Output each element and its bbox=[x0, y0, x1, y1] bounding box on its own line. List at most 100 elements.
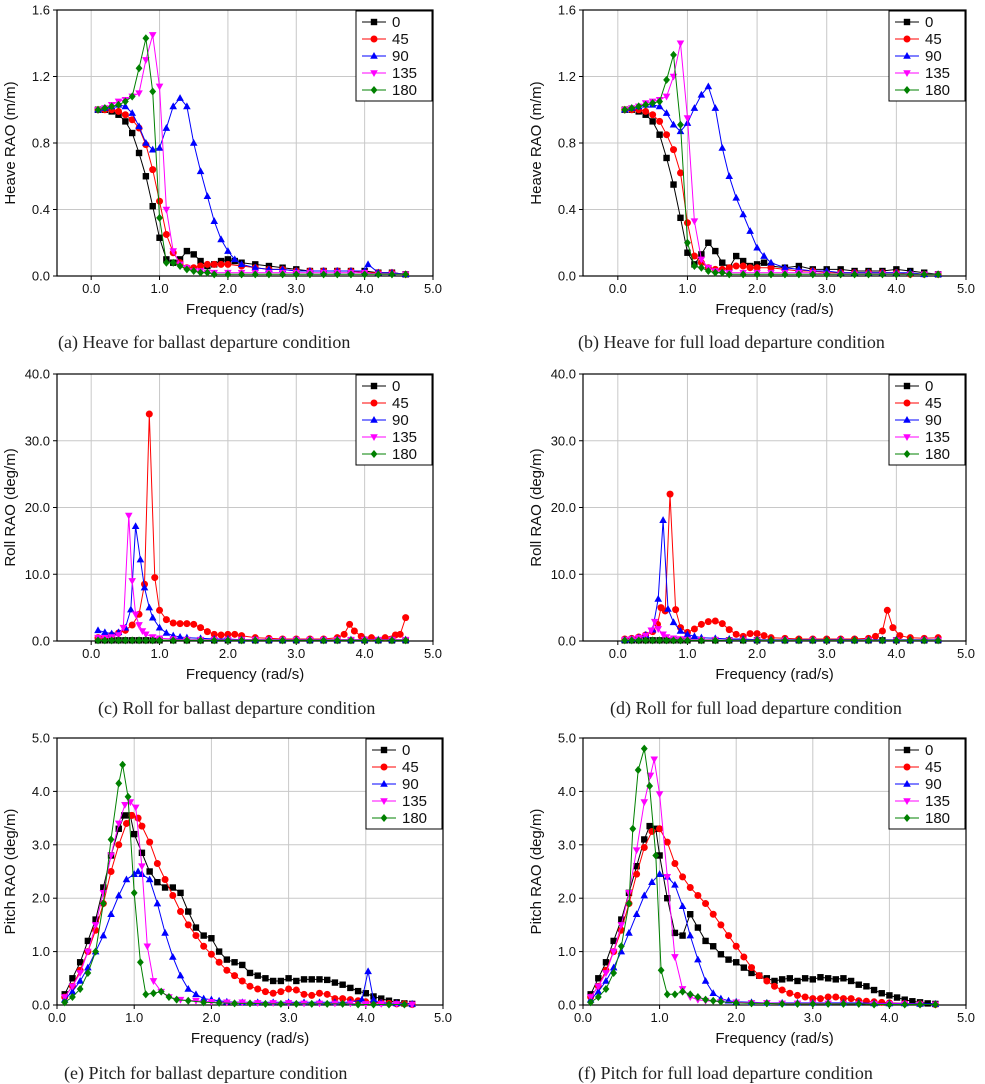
data-point bbox=[333, 636, 341, 645]
y-tick-label: 0.4 bbox=[558, 202, 576, 217]
data-point bbox=[76, 970, 84, 977]
x-tick-label: 2.0 bbox=[748, 281, 766, 296]
data-point bbox=[760, 632, 768, 640]
data-point bbox=[324, 976, 331, 984]
data-point bbox=[739, 210, 747, 218]
data-point bbox=[215, 958, 223, 966]
legend-marker bbox=[370, 416, 378, 423]
data-point bbox=[91, 922, 100, 929]
data-point bbox=[702, 995, 709, 1004]
x-tick-label: 1.0 bbox=[678, 281, 696, 296]
data-point bbox=[84, 948, 92, 956]
data-point bbox=[396, 630, 404, 638]
legend-marker bbox=[903, 814, 911, 822]
data-point bbox=[710, 943, 717, 950]
data-point bbox=[339, 981, 346, 988]
data-point bbox=[203, 260, 211, 268]
series-line bbox=[98, 109, 406, 275]
data-point bbox=[169, 248, 178, 256]
y-tick-label: 0.0 bbox=[558, 998, 576, 1013]
data-point bbox=[778, 999, 786, 1008]
data-point bbox=[837, 270, 845, 279]
data-point bbox=[265, 636, 273, 645]
data-point bbox=[809, 995, 817, 1003]
data-point bbox=[131, 804, 140, 812]
data-point bbox=[402, 614, 410, 622]
x-axis-label: Frequency (rad/s) bbox=[191, 1030, 309, 1047]
data-point bbox=[108, 636, 116, 645]
data-point bbox=[200, 942, 208, 950]
data-point bbox=[300, 976, 308, 983]
data-point bbox=[748, 969, 755, 977]
data-point bbox=[879, 636, 886, 645]
data-point bbox=[901, 1000, 909, 1009]
data-point bbox=[153, 859, 161, 867]
data-point bbox=[906, 636, 914, 645]
data-point bbox=[149, 978, 158, 985]
y-tick-label: 0.0 bbox=[32, 269, 50, 284]
data-point bbox=[794, 999, 801, 1008]
data-point bbox=[704, 267, 712, 276]
data-point bbox=[718, 143, 727, 151]
data-point bbox=[121, 801, 129, 809]
data-point bbox=[358, 995, 366, 1003]
series-line bbox=[64, 764, 405, 1005]
legend-label: 45 bbox=[402, 759, 419, 776]
data-point bbox=[107, 868, 115, 875]
data-point bbox=[664, 604, 672, 612]
data-point bbox=[642, 107, 650, 115]
legend-marker bbox=[380, 746, 388, 754]
data-point bbox=[199, 994, 208, 1002]
legend-label: 180 bbox=[402, 810, 427, 827]
data-point bbox=[684, 238, 691, 247]
y-tick-label: 10.0 bbox=[551, 567, 576, 582]
series-180 bbox=[621, 50, 942, 279]
legend-marker bbox=[903, 18, 911, 26]
y-axis-label: Pitch RAO (deg/m) bbox=[528, 809, 545, 935]
data-point bbox=[269, 989, 277, 997]
data-point bbox=[694, 924, 702, 931]
data-point bbox=[146, 838, 154, 846]
data-point bbox=[124, 792, 132, 801]
y-tick-label: 0.8 bbox=[32, 136, 50, 151]
x-tick-label: 4.0 bbox=[357, 1010, 375, 1025]
series-45 bbox=[621, 106, 942, 278]
data-point bbox=[99, 931, 108, 939]
legend-label: 45 bbox=[925, 759, 942, 776]
data-point bbox=[192, 924, 200, 931]
data-point bbox=[169, 952, 177, 960]
data-point bbox=[733, 959, 740, 966]
data-point bbox=[162, 124, 171, 131]
y-tick-label: 1.2 bbox=[558, 69, 576, 84]
data-point bbox=[634, 766, 642, 775]
data-point bbox=[663, 131, 671, 139]
data-point bbox=[717, 921, 725, 929]
x-tick-label: 3.0 bbox=[287, 646, 305, 661]
legend-marker bbox=[380, 763, 388, 771]
data-point bbox=[871, 632, 879, 640]
data-point bbox=[778, 976, 786, 983]
panel-caption: (f) Pitch for full load departure condit… bbox=[578, 1063, 873, 1084]
legend-marker bbox=[370, 18, 378, 26]
series-line bbox=[98, 515, 406, 641]
data-point bbox=[315, 989, 323, 997]
data-point bbox=[587, 998, 595, 1007]
data-point bbox=[725, 636, 733, 645]
data-point bbox=[224, 630, 232, 638]
data-point bbox=[753, 243, 761, 251]
data-point bbox=[362, 990, 369, 997]
y-tick-label: 30.0 bbox=[551, 433, 576, 448]
data-point bbox=[662, 93, 671, 101]
data-point bbox=[663, 838, 671, 846]
plot-frame bbox=[582, 737, 967, 1006]
data-point bbox=[136, 555, 145, 563]
x-tick-label: 2.0 bbox=[219, 646, 237, 661]
legend-marker bbox=[380, 814, 388, 822]
data-point bbox=[690, 632, 699, 640]
data-point bbox=[670, 636, 677, 645]
data-point bbox=[285, 985, 293, 993]
data-point bbox=[130, 870, 138, 877]
data-point bbox=[197, 268, 204, 277]
legend-marker bbox=[370, 52, 378, 59]
